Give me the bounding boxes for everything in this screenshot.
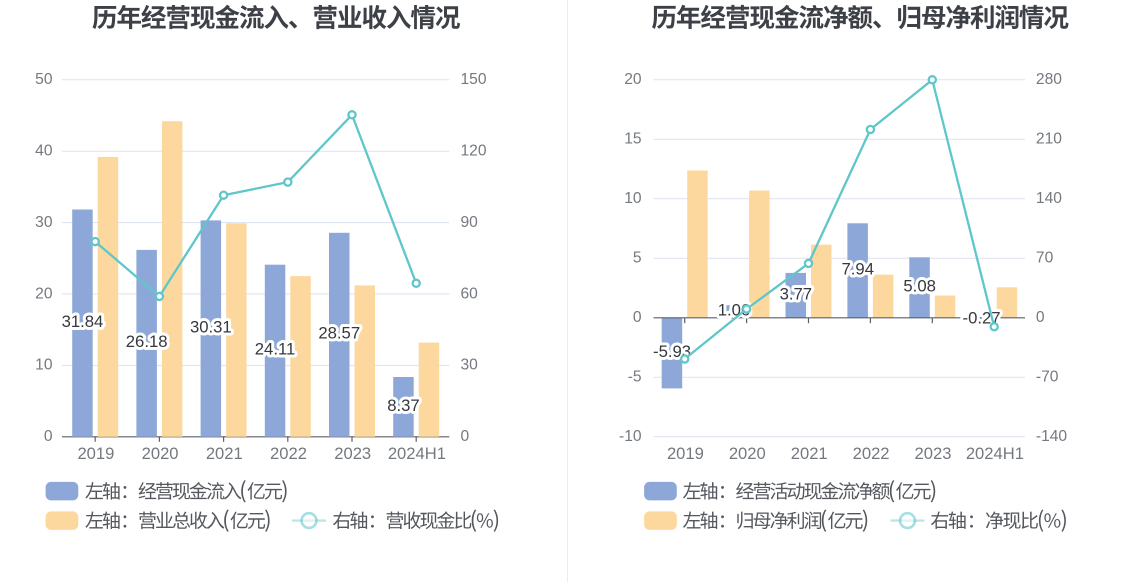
- svg-text:40: 40: [35, 143, 53, 160]
- svg-text:0: 0: [1036, 309, 1045, 326]
- svg-text:20: 20: [624, 71, 642, 88]
- svg-text:30.31: 30.31: [190, 318, 232, 337]
- svg-text:30: 30: [35, 214, 53, 231]
- svg-text:0: 0: [44, 428, 53, 445]
- svg-text:2022: 2022: [853, 444, 890, 463]
- svg-text:2019: 2019: [77, 444, 114, 463]
- svg-text:60: 60: [461, 285, 479, 302]
- svg-text:2020: 2020: [729, 444, 766, 463]
- svg-text:70: 70: [1036, 250, 1054, 267]
- svg-text:5: 5: [633, 250, 642, 267]
- svg-text:2023: 2023: [915, 444, 952, 463]
- svg-text:2019: 2019: [667, 444, 704, 463]
- svg-text:280: 280: [1036, 71, 1062, 88]
- svg-text:2020: 2020: [142, 444, 179, 463]
- svg-text:-5: -5: [628, 369, 642, 386]
- svg-text:2021: 2021: [791, 444, 828, 463]
- svg-text:7.94: 7.94: [842, 260, 874, 279]
- svg-text:90: 90: [461, 214, 479, 231]
- svg-text:2022: 2022: [270, 444, 307, 463]
- svg-text:20: 20: [35, 285, 53, 302]
- svg-text:150: 150: [461, 71, 487, 88]
- svg-text:28.57: 28.57: [318, 324, 360, 343]
- svg-text:-70: -70: [1036, 369, 1059, 386]
- svg-text:0: 0: [461, 428, 470, 445]
- svg-text:-140: -140: [1036, 428, 1068, 445]
- svg-text:2023: 2023: [334, 444, 371, 463]
- svg-text:31.84: 31.84: [62, 312, 104, 331]
- svg-text:120: 120: [461, 143, 487, 160]
- svg-text:5.08: 5.08: [903, 277, 935, 296]
- svg-text:210: 210: [1036, 131, 1062, 148]
- svg-text:50: 50: [35, 71, 53, 88]
- svg-text:15: 15: [624, 131, 642, 148]
- svg-text:2021: 2021: [206, 444, 243, 463]
- svg-text:2024H1: 2024H1: [388, 444, 446, 463]
- svg-text:8.37: 8.37: [387, 396, 419, 415]
- svg-text:3.77: 3.77: [780, 284, 812, 303]
- svg-text:26.18: 26.18: [126, 332, 168, 351]
- svg-text:-5.93: -5.93: [653, 342, 691, 361]
- svg-text:30: 30: [461, 357, 479, 374]
- svg-text:140: 140: [1036, 190, 1062, 207]
- svg-text:2024H1: 2024H1: [966, 444, 1024, 463]
- svg-text:10: 10: [624, 190, 642, 207]
- svg-text:24.11: 24.11: [255, 340, 296, 359]
- svg-text:10: 10: [35, 357, 53, 374]
- svg-text:0: 0: [633, 309, 642, 326]
- svg-text:-10: -10: [619, 428, 642, 445]
